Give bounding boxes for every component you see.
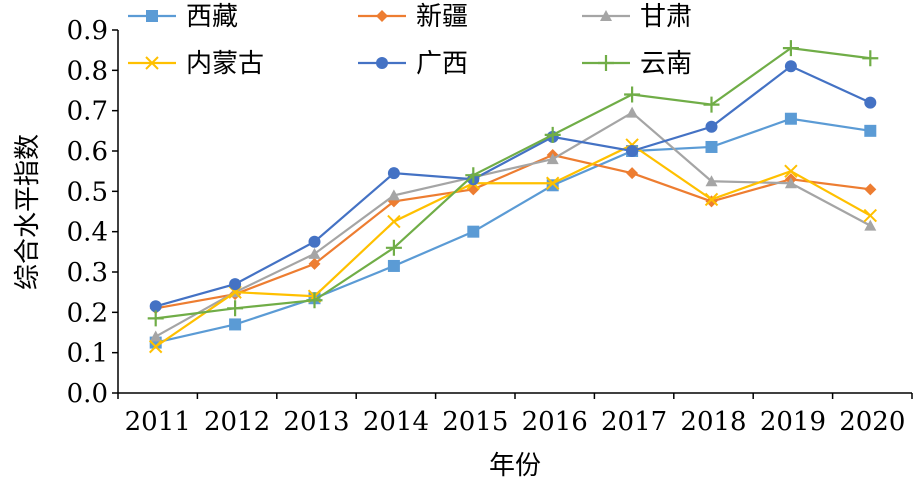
legend-item: 西藏 — [128, 2, 238, 32]
legend-item: 新疆 — [358, 2, 468, 32]
circle-marker — [376, 57, 388, 69]
x-tick-label: 2012 — [204, 407, 270, 437]
series-line — [155, 65, 871, 308]
square-marker — [705, 140, 718, 153]
plus-marker — [306, 292, 323, 309]
triangle-marker — [546, 153, 559, 165]
plus-marker — [465, 167, 482, 184]
x-tick-label: 2018 — [680, 407, 746, 437]
legend-item: 云南 — [582, 49, 692, 79]
circle-marker — [229, 278, 242, 291]
x-marker — [863, 208, 878, 223]
series-line — [155, 143, 871, 348]
legend-label: 西藏 — [186, 2, 238, 32]
y-tick-label: 0.6 — [67, 137, 108, 167]
plus-marker — [598, 55, 614, 71]
y-tick-label: 0.1 — [67, 339, 108, 369]
diamond-marker — [626, 167, 639, 180]
y-tick-label: 0.2 — [67, 298, 108, 328]
triangle-marker — [864, 219, 877, 231]
plus-marker — [782, 40, 799, 57]
circle-marker — [864, 96, 877, 109]
square-marker — [146, 10, 158, 22]
plus-marker — [862, 50, 879, 67]
legend-label: 云南 — [640, 49, 692, 79]
x-tick-label: 2017 — [601, 407, 667, 437]
series-新疆 — [149, 149, 877, 315]
x-tick-label: 2011 — [125, 407, 191, 437]
triangle-marker — [705, 175, 718, 187]
square-marker — [864, 124, 877, 137]
series-line — [155, 117, 871, 344]
triangle-marker — [600, 10, 612, 21]
square-marker — [784, 112, 797, 125]
circle-marker — [149, 300, 162, 313]
y-tick-label: 0.4 — [67, 218, 108, 248]
diamond-marker — [376, 10, 388, 22]
plus-marker — [544, 126, 561, 143]
y-tick-label: 0.0 — [67, 379, 108, 409]
circle-marker — [387, 167, 400, 180]
x-tick-label: 2014 — [363, 407, 429, 437]
x-marker — [784, 164, 798, 178]
circle-marker — [308, 235, 321, 248]
legend-item: 甘肃 — [582, 2, 692, 32]
diamond-marker — [308, 257, 321, 270]
x-tick-label: 2016 — [522, 407, 588, 437]
circle-marker — [705, 120, 718, 133]
y-axis-label: 综合水平指数 — [13, 134, 43, 290]
plus-marker — [227, 300, 244, 317]
y-tick-label: 0.8 — [67, 56, 108, 86]
series-line — [155, 47, 871, 320]
triangle-marker — [626, 106, 639, 118]
y-tick-label: 0.5 — [67, 177, 108, 207]
x-tick-label: 2015 — [442, 407, 508, 437]
legend-label: 新疆 — [416, 2, 468, 32]
legend-label: 内蒙古 — [186, 49, 264, 79]
triangle-marker — [149, 330, 162, 342]
y-tick-label: 0.7 — [67, 97, 108, 127]
triangle-marker — [784, 177, 797, 189]
plus-marker — [624, 86, 641, 103]
y-tick-label: 0.9 — [67, 16, 108, 46]
plus-marker — [147, 310, 164, 327]
series-西藏 — [149, 112, 877, 349]
series-line — [155, 153, 871, 310]
circle-marker — [784, 60, 797, 73]
triangle-marker — [308, 247, 321, 259]
legend-item: 广西 — [358, 49, 468, 79]
diamond-marker — [864, 183, 877, 196]
legend-label: 广西 — [416, 49, 468, 79]
circle-marker — [626, 145, 639, 157]
square-marker — [229, 318, 242, 331]
legend-label: 甘肃 — [640, 2, 692, 32]
x-tick-label: 2020 — [839, 407, 905, 437]
square-marker — [467, 225, 480, 238]
y-tick-label: 0.3 — [67, 258, 108, 288]
x-tick-label: 2013 — [283, 407, 349, 437]
x-marker — [387, 214, 401, 229]
plus-marker — [703, 96, 720, 113]
legend-item: 内蒙古 — [128, 49, 264, 79]
square-marker — [387, 259, 400, 272]
plus-marker — [385, 239, 402, 256]
x-marker — [145, 56, 159, 70]
triangle-marker — [387, 189, 400, 201]
series-line — [155, 111, 871, 338]
x-tick-label: 2019 — [760, 407, 826, 437]
x-marker — [704, 192, 719, 207]
x-marker — [545, 176, 560, 190]
x-axis-label: 年份 — [489, 451, 541, 481]
series-云南 — [147, 40, 879, 327]
x-marker — [148, 339, 163, 354]
